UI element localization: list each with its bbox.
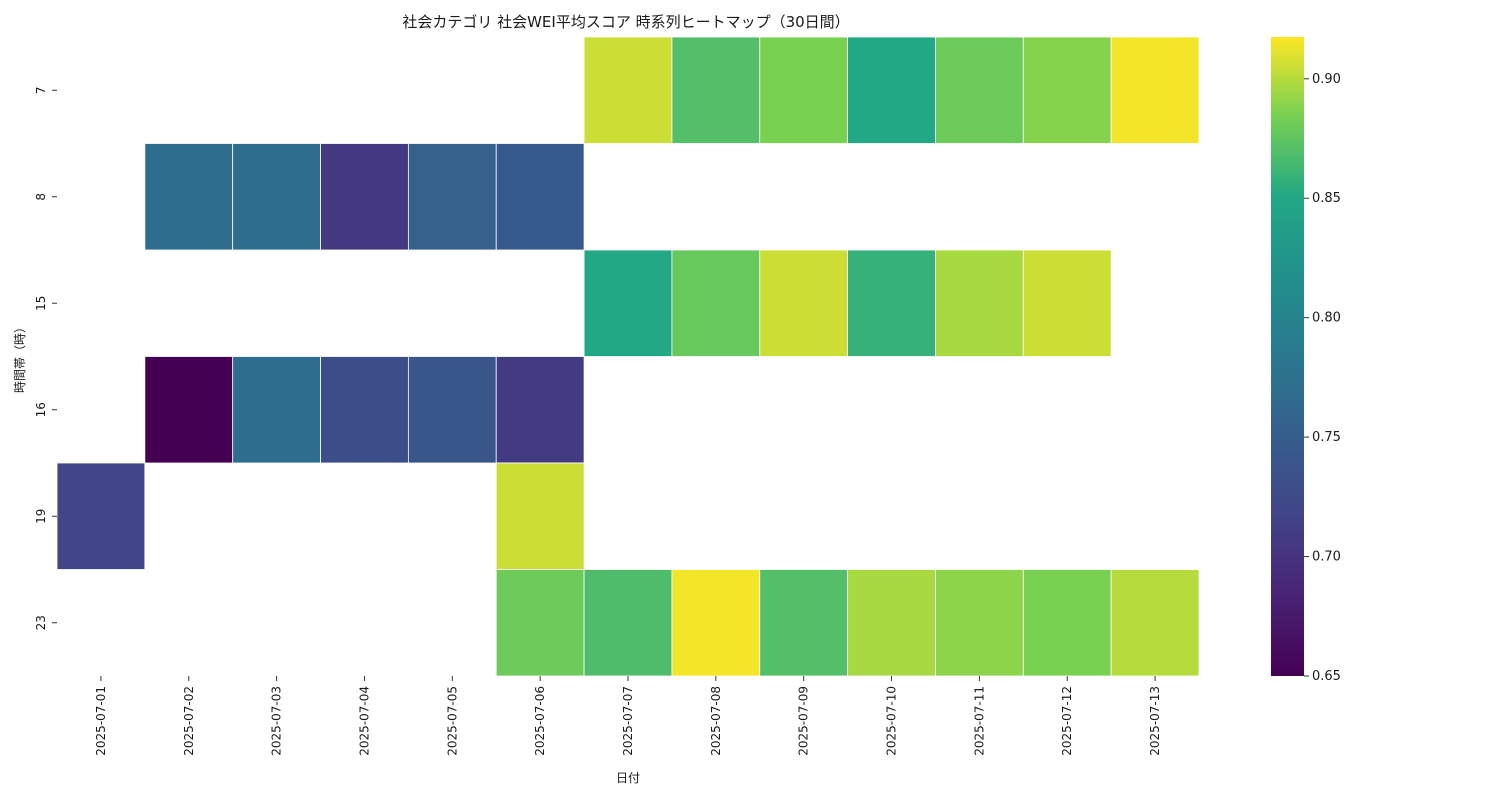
y-axis: 7 8 15 16 19 23	[34, 86, 57, 630]
heatmap-cell	[232, 143, 321, 251]
x-tick-label: 2025-07-12	[1060, 686, 1074, 756]
colorbar-tick-label: 0.75	[1312, 430, 1341, 445]
heatmap-cell	[759, 569, 849, 677]
heatmap-cell	[1022, 569, 1112, 677]
heatmap-cell	[1110, 36, 1200, 144]
y-tick-label: 19	[34, 509, 48, 524]
heatmap-cell	[407, 356, 497, 464]
x-tick-label: 2025-07-07	[621, 686, 635, 756]
heatmap-cell	[1110, 569, 1200, 677]
x-tick-label: 2025-07-02	[182, 686, 196, 756]
heatmap-cell	[935, 249, 1024, 357]
heatmap-cell	[671, 249, 761, 357]
colorbar-ticks: 0.65 0.70 0.75 0.80 0.85 0.90	[1304, 72, 1341, 684]
colorbar-tick-label: 0.65	[1312, 669, 1341, 684]
y-tick-label: 16	[34, 402, 48, 417]
x-tick-label: 2025-07-11	[972, 686, 986, 756]
x-tick-label: 2025-07-03	[270, 686, 284, 756]
x-axis-label: 日付	[616, 771, 640, 785]
heatmap-cell	[1022, 36, 1112, 144]
chart-title: 社会カテゴリ 社会WEI平均スコア 時系列ヒートマップ（30日間）	[402, 13, 849, 31]
heatmap-cell	[1022, 249, 1112, 357]
heatmap-cell	[583, 249, 673, 357]
x-tick-label: 2025-07-06	[533, 686, 547, 756]
heatmap-cell	[495, 569, 585, 677]
heatmap-cell	[583, 569, 673, 677]
x-axis: 2025-07-01 2025-07-02 2025-07-03 2025-07-04…	[94, 676, 1162, 756]
heatmap-cell	[320, 143, 409, 251]
heatmap-cell	[144, 356, 234, 464]
heatmap-cell	[847, 249, 936, 357]
colorbar-gradient	[1271, 37, 1304, 676]
x-tick-label: 2025-07-05	[445, 686, 459, 756]
heatmap-cells	[56, 36, 1200, 677]
heatmap-cell	[847, 36, 936, 144]
colorbar-tick-label: 0.80	[1312, 311, 1341, 326]
y-tick-label: 7	[34, 86, 48, 94]
heatmap-cell	[847, 569, 936, 677]
y-tick-label: 8	[34, 193, 48, 201]
y-tick-label: 15	[34, 296, 48, 311]
x-tick-label: 2025-07-13	[1148, 686, 1162, 756]
heatmap-cell	[407, 143, 497, 251]
colorbar-tick-label: 0.90	[1312, 72, 1341, 87]
colorbar-tick-label: 0.70	[1312, 550, 1341, 565]
heatmap-cell	[935, 569, 1024, 677]
x-tick-label: 2025-07-01	[94, 686, 108, 756]
heatmap-cell	[671, 36, 761, 144]
x-tick-label: 2025-07-04	[357, 686, 371, 756]
heatmap-cell	[495, 356, 585, 464]
heatmap-cell	[935, 36, 1024, 144]
colorbar: 0.65 0.70 0.75 0.80 0.85 0.90	[1271, 37, 1341, 684]
heatmap-cell	[671, 569, 761, 677]
heatmap-cell	[144, 143, 234, 251]
heatmap-cell	[232, 356, 321, 464]
x-tick-label: 2025-07-10	[885, 686, 899, 756]
heatmap-cell	[759, 249, 849, 357]
heatmap-cell	[320, 356, 409, 464]
x-tick-label: 2025-07-09	[797, 686, 811, 756]
y-axis-label: 時間帯（時）	[13, 321, 27, 393]
heatmap-cell	[56, 462, 146, 570]
heatmap-cell	[495, 462, 585, 570]
heatmap-cell	[583, 36, 673, 144]
heatmap-cell	[495, 143, 585, 251]
heatmap-cell	[759, 36, 849, 144]
x-tick-label: 2025-07-08	[709, 686, 723, 756]
colorbar-tick-label: 0.85	[1312, 191, 1341, 206]
y-tick-label: 23	[34, 615, 48, 630]
